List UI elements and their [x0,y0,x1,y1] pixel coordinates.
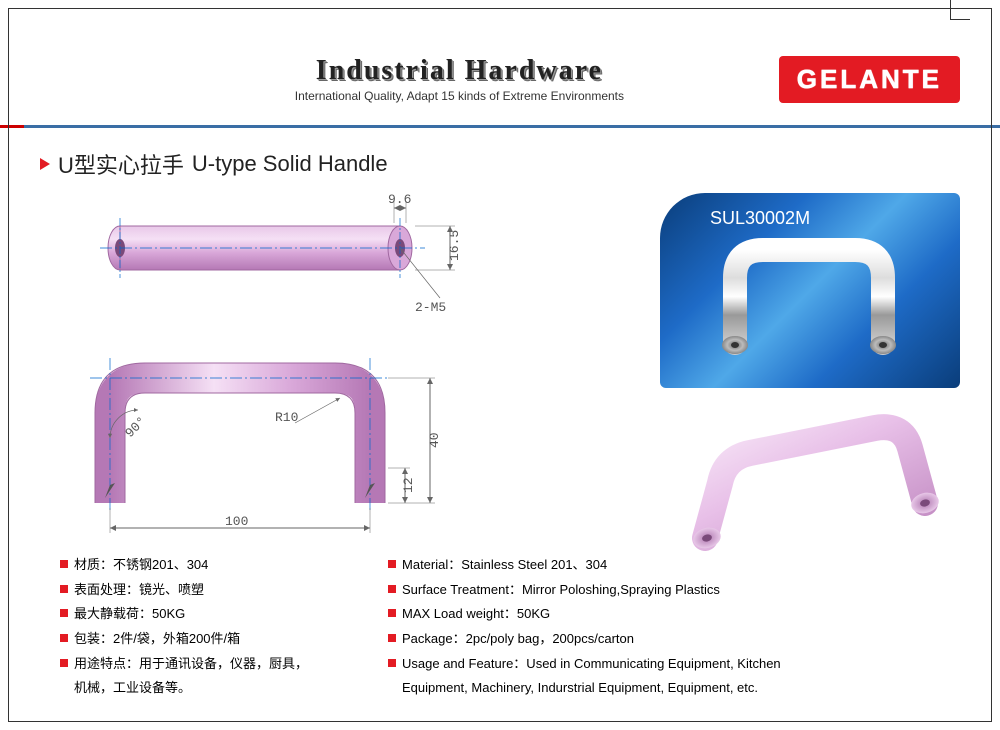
product-card: SUL30002M [660,193,960,388]
spec-row: 包装：2件/袋，外箱200件/箱 [74,627,240,652]
spec-row: Surface Treatment：Mirror Poloshing,Spray… [402,578,720,603]
specs-chinese: 材质：不锈钢201、304 表面处理：镜光、喷塑 最大静载荷：50KG 包装：2… [60,553,308,701]
spec-row: 最大静载荷：50KG [74,602,185,627]
bullet-icon [388,560,396,568]
bullet-icon [60,659,68,667]
spec-row: Equipment, Machinery, Indurstrial Equipm… [402,676,758,701]
svg-text:12: 12 [401,477,416,493]
bullet-icon [388,585,396,593]
spec-row: 表面处理：镜光、喷塑 [74,578,204,603]
content-area: U型实心拉手 U-type Solid Handle [0,148,1000,180]
isometric-render [665,403,955,573]
bullet-icon [60,585,68,593]
spec-row: 用途特点：用于通讯设备，仪器，厨具， [74,652,308,677]
front-view: 90° R10 40 12 100 [90,358,442,533]
bullet-icon [60,609,68,617]
triangle-icon [40,158,50,170]
bullet-icon [60,634,68,642]
svg-text:90°: 90° [122,414,149,441]
spec-row: 材质：不锈钢201、304 [74,553,208,578]
title-cn: U型实心拉手 [58,148,184,180]
bullet-icon [388,634,396,642]
bullet-icon [388,609,396,617]
svg-text:16.5: 16.5 [447,230,462,261]
spec-row: Material：Stainless Steel 201、304 [402,553,607,578]
spec-row: Usage and Feature：Used in Communicating … [402,652,781,677]
svg-text:40: 40 [427,432,442,448]
svg-text:100: 100 [225,514,248,529]
drawing-svg: 9.6 16.5 2-M5 [60,193,560,543]
product-code: SUL30002M [710,208,940,229]
bullet-icon [60,560,68,568]
specs-english: Material：Stainless Steel 201、304 Surface… [388,553,781,701]
section-title: U型实心拉手 U-type Solid Handle [40,148,960,180]
technical-drawings: 9.6 16.5 2-M5 [60,193,560,543]
spec-row: Package：2pc/poly bag，200pcs/carton [402,627,634,652]
spec-row: MAX Load weight：50KG [402,602,550,627]
svg-text:R10: R10 [275,410,298,425]
bullet-icon [388,659,396,667]
spec-row: 机械，工业设备等。 [74,676,191,701]
svg-text:9.6: 9.6 [388,193,411,207]
top-view: 9.6 16.5 2-M5 [100,193,462,315]
svg-text:2-M5: 2-M5 [415,300,446,315]
crop-mark [950,0,970,20]
metal-handle-render [700,228,920,368]
title-en: U-type Solid Handle [192,151,388,177]
specs-block: 材质：不锈钢201、304 表面处理：镜光、喷塑 最大静载荷：50KG 包装：2… [0,553,1000,701]
